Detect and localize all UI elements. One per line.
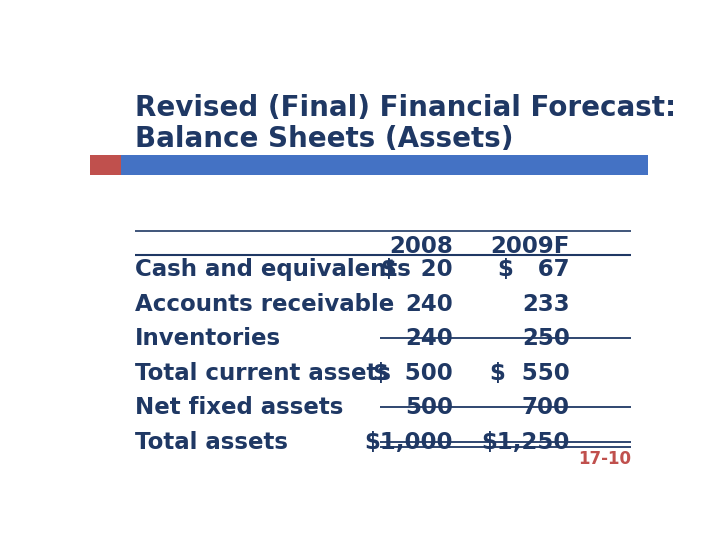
FancyBboxPatch shape [90,155,121,175]
Text: Revised (Final) Financial Forecast:: Revised (Final) Financial Forecast: [135,94,676,122]
Text: $  500: $ 500 [373,362,453,384]
Text: Net fixed assets: Net fixed assets [135,396,343,419]
Text: 2009F: 2009F [490,235,570,258]
FancyBboxPatch shape [121,155,648,175]
Text: Total assets: Total assets [135,431,288,454]
Text: 240: 240 [405,327,453,350]
Text: Balance Sheets (Assets): Balance Sheets (Assets) [135,125,513,153]
Text: 233: 233 [522,293,570,316]
Text: 500: 500 [405,396,453,419]
Text: $1,000: $1,000 [364,431,453,454]
Text: $  550: $ 550 [490,362,570,384]
Text: $   20: $ 20 [381,258,453,281]
Text: Total current assets: Total current assets [135,362,391,384]
Text: 240: 240 [405,293,453,316]
Text: 17-10: 17-10 [578,450,631,468]
Text: Cash and equivalents: Cash and equivalents [135,258,410,281]
Text: 2008: 2008 [389,235,453,258]
Text: 700: 700 [522,396,570,419]
Text: Inventories: Inventories [135,327,281,350]
Text: $1,250: $1,250 [482,431,570,454]
Text: Accounts receivable: Accounts receivable [135,293,394,316]
Text: 250: 250 [522,327,570,350]
Text: $   67: $ 67 [498,258,570,281]
